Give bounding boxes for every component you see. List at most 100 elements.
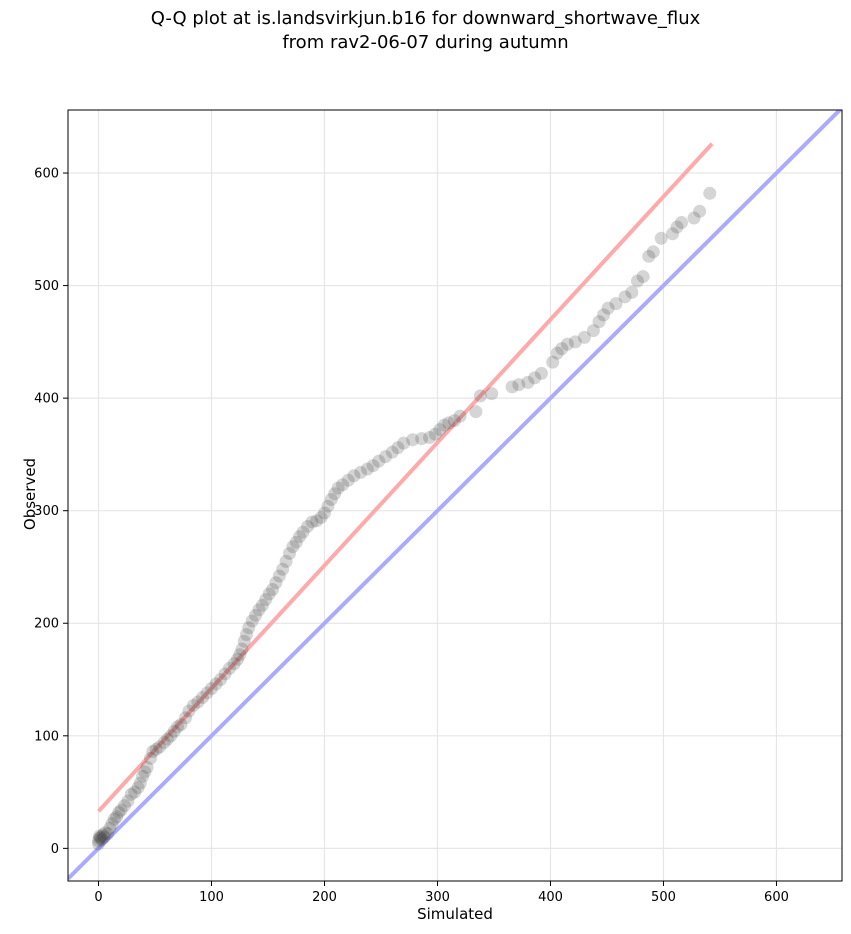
y-tick-label: 200: [34, 617, 59, 632]
data-point: [693, 204, 707, 218]
data-point: [453, 409, 467, 423]
x-tick-label: 100: [199, 890, 224, 905]
chart-title-line-1: Q-Q plot at is.landsvirkjun.b16 for down…: [150, 8, 701, 29]
data-point: [485, 387, 499, 401]
data-point: [703, 186, 717, 200]
data-point: [397, 436, 411, 450]
data-point: [95, 832, 109, 846]
data-point: [262, 587, 276, 601]
data-point: [341, 473, 355, 487]
data-point: [328, 487, 342, 501]
data-point: [336, 478, 350, 492]
data-point: [235, 642, 249, 656]
data-point: [534, 366, 548, 380]
y-tick-label: 0: [51, 842, 59, 857]
data-point: [205, 682, 219, 696]
data-point: [171, 720, 185, 734]
data-point: [105, 817, 119, 831]
data-point: [301, 519, 315, 533]
data-point: [252, 603, 266, 617]
data-point: [391, 441, 405, 455]
data-point: [654, 231, 668, 245]
data-point: [670, 220, 684, 234]
data-point: [415, 432, 429, 446]
data-point: [372, 454, 386, 468]
data-point: [114, 803, 128, 817]
data-point: [666, 227, 680, 241]
y-axis-label: Observed: [21, 457, 39, 531]
data-point: [360, 462, 374, 476]
data-point: [266, 582, 280, 596]
fit-line: [97, 142, 714, 813]
x-tick-label: 400: [538, 890, 563, 905]
y-tick-label: 300: [34, 504, 59, 519]
data-point: [555, 342, 569, 356]
data-point: [366, 459, 380, 473]
data-point: [321, 499, 335, 513]
data-point: [305, 515, 319, 529]
data-point: [293, 530, 307, 544]
data-point: [124, 787, 138, 801]
data-point: [167, 724, 181, 738]
data-point: [406, 433, 420, 447]
data-point: [642, 249, 656, 263]
data-point: [92, 837, 106, 851]
data-point: [146, 745, 160, 759]
data-point: [93, 829, 107, 843]
x-tick-label: 600: [764, 890, 789, 905]
data-point: [609, 297, 623, 311]
data-point: [182, 704, 196, 718]
data-point: [97, 830, 111, 844]
chart-title-line-2: from rav2-06-07 during autumn: [282, 32, 569, 53]
data-point: [160, 732, 174, 746]
data-point: [442, 416, 456, 430]
data-point: [447, 414, 461, 428]
data-point: [675, 216, 689, 230]
data-point: [279, 554, 293, 568]
data-point: [625, 285, 639, 299]
data-point: [331, 481, 345, 495]
data-point: [164, 729, 178, 743]
data-point: [107, 812, 121, 826]
data-point: [245, 614, 259, 628]
data-point: [586, 324, 600, 338]
data-point: [131, 781, 145, 795]
data-point: [92, 833, 106, 847]
data-point: [597, 308, 611, 322]
data-point: [103, 821, 117, 835]
data-point: [242, 621, 256, 635]
y-tick-label: 600: [34, 167, 59, 182]
data-point: [249, 608, 263, 622]
data-point: [687, 211, 701, 225]
y-tick-label: 500: [34, 279, 59, 294]
data-point: [138, 765, 152, 779]
data-point: [101, 827, 115, 841]
data-point: [259, 593, 273, 607]
data-point: [230, 652, 244, 666]
data-point: [209, 677, 223, 691]
data-point: [324, 492, 338, 506]
data-point: [469, 405, 483, 419]
data-point: [269, 576, 283, 590]
data-point: [433, 423, 447, 437]
x-tick-label: 300: [425, 890, 450, 905]
data-point: [310, 514, 324, 528]
data-point: [289, 535, 303, 549]
data-point: [136, 769, 150, 783]
data-point: [437, 418, 451, 432]
data-point: [96, 828, 110, 842]
data-point: [128, 785, 142, 799]
data-point: [577, 330, 591, 344]
data-point: [601, 301, 615, 315]
data-point: [379, 450, 393, 464]
data-point: [143, 751, 157, 765]
plot-frame: [67, 109, 843, 882]
data-point: [618, 290, 632, 304]
x-axis-label: Simulated: [417, 905, 493, 923]
x-tick-label: 200: [312, 890, 337, 905]
data-point: [550, 346, 564, 360]
data-point: [227, 657, 241, 671]
data-point: [354, 465, 368, 479]
data-point: [512, 378, 526, 392]
